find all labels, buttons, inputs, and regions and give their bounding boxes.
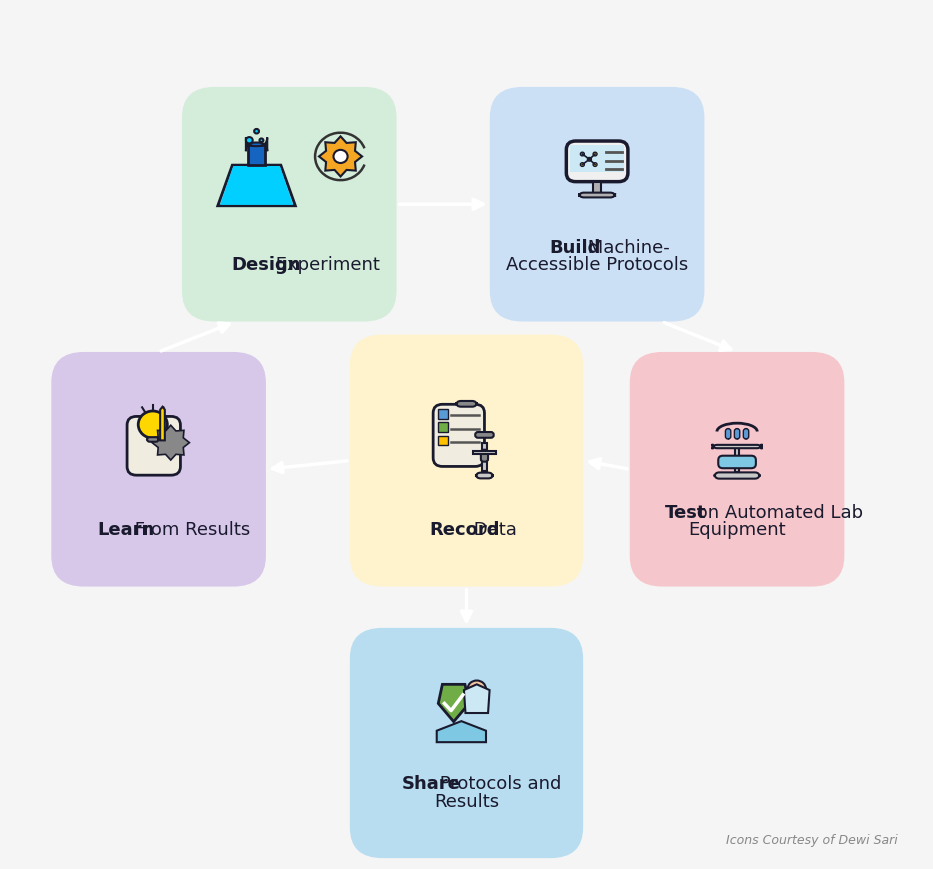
Text: Equipment: Equipment [689,521,786,540]
Text: Machine-: Machine- [582,239,670,256]
Polygon shape [217,165,296,206]
FancyBboxPatch shape [490,87,704,322]
Text: Results: Results [434,793,499,811]
Polygon shape [319,136,362,176]
FancyBboxPatch shape [718,455,756,468]
FancyBboxPatch shape [350,335,583,587]
FancyBboxPatch shape [715,473,759,479]
Text: Experiment: Experiment [271,256,380,275]
Text: From Results: From Results [130,521,251,540]
Text: Icons Courtesy of Dewi Sari: Icons Courtesy of Dewi Sari [726,834,898,847]
Text: Accessible Protocols: Accessible Protocols [506,256,689,275]
Polygon shape [220,166,293,205]
Text: Learn: Learn [97,521,155,540]
Circle shape [333,149,348,163]
Bar [439,436,448,446]
FancyBboxPatch shape [630,352,844,587]
FancyBboxPatch shape [713,444,761,449]
Bar [439,409,448,419]
FancyBboxPatch shape [480,450,488,461]
Bar [439,422,448,432]
FancyBboxPatch shape [350,627,583,859]
Text: Design: Design [231,256,301,275]
Text: on Automated Lab: on Automated Lab [690,504,863,521]
FancyBboxPatch shape [127,416,180,475]
Text: Protocols and: Protocols and [434,775,561,793]
Bar [473,451,495,454]
Text: Build: Build [550,239,601,256]
Polygon shape [464,685,490,713]
Circle shape [259,138,263,142]
Text: Test: Test [665,504,706,521]
Bar [570,145,624,172]
FancyBboxPatch shape [475,432,494,438]
Polygon shape [439,685,469,721]
Circle shape [580,152,584,156]
Circle shape [254,129,259,134]
Circle shape [138,411,167,438]
Text: Record: Record [430,521,500,540]
Bar [593,182,601,194]
FancyBboxPatch shape [147,437,159,441]
Polygon shape [160,407,165,441]
Circle shape [580,163,584,166]
Polygon shape [437,721,486,742]
FancyBboxPatch shape [726,428,731,439]
FancyBboxPatch shape [734,428,740,439]
FancyBboxPatch shape [579,193,615,197]
FancyBboxPatch shape [433,404,484,467]
Circle shape [467,680,486,698]
FancyBboxPatch shape [456,401,477,407]
Text: Data: Data [468,521,517,540]
FancyBboxPatch shape [182,87,397,322]
Text: Share: Share [401,775,461,793]
FancyBboxPatch shape [476,473,493,478]
Bar [735,448,739,473]
Bar [481,442,487,471]
Circle shape [593,163,597,166]
Circle shape [588,157,592,161]
Polygon shape [152,425,189,460]
Polygon shape [248,145,265,165]
FancyBboxPatch shape [51,352,266,587]
FancyBboxPatch shape [566,141,628,182]
Circle shape [593,152,597,156]
FancyBboxPatch shape [246,137,267,151]
Circle shape [246,137,253,143]
FancyBboxPatch shape [744,428,748,439]
